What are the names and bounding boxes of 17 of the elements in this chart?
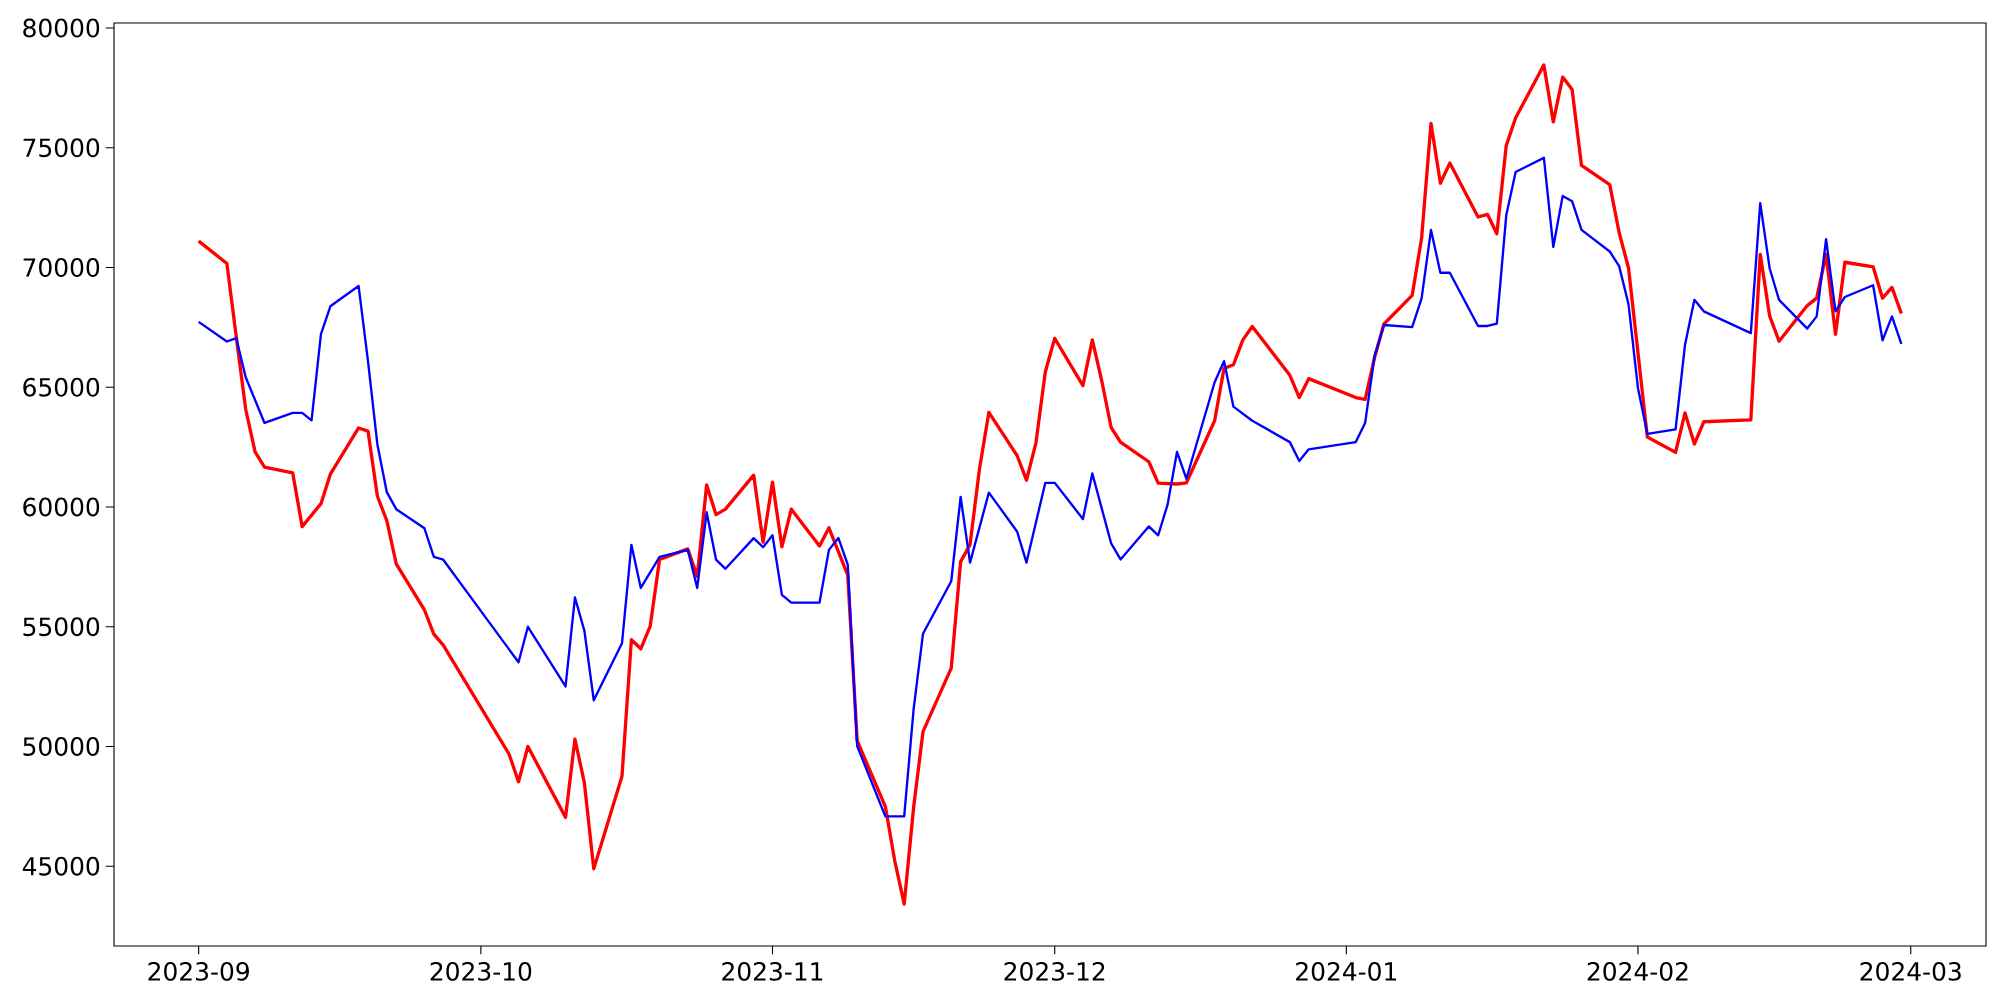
y-tick-label: 45000 bbox=[22, 856, 100, 876]
y-tick-label: 65000 bbox=[23, 377, 100, 397]
y-tick-label: 55000 bbox=[23, 617, 100, 637]
y-tick-label: 70000 bbox=[23, 258, 100, 277]
x-tick-label: 2023-09 bbox=[148, 961, 249, 981]
x-tick-label: 2023-10 bbox=[430, 961, 532, 981]
y-tick-label: 80000 bbox=[23, 18, 100, 38]
x-tick-label: 2023-11 bbox=[722, 961, 823, 981]
x-tick-label: 2024-03 bbox=[1860, 961, 1961, 981]
x-tick-label: 2023-12 bbox=[1004, 961, 1105, 981]
y-tick-label: 60000 bbox=[23, 497, 100, 517]
x-tick-label: 2024-01 bbox=[1296, 961, 1397, 981]
line-series bbox=[197, 63, 1904, 906]
y-tick-label: 75000 bbox=[23, 138, 100, 158]
x-tick-label: 2024-02 bbox=[1587, 961, 1688, 981]
y-tick-label: 50000 bbox=[23, 737, 100, 756]
line-series bbox=[197, 156, 1903, 818]
